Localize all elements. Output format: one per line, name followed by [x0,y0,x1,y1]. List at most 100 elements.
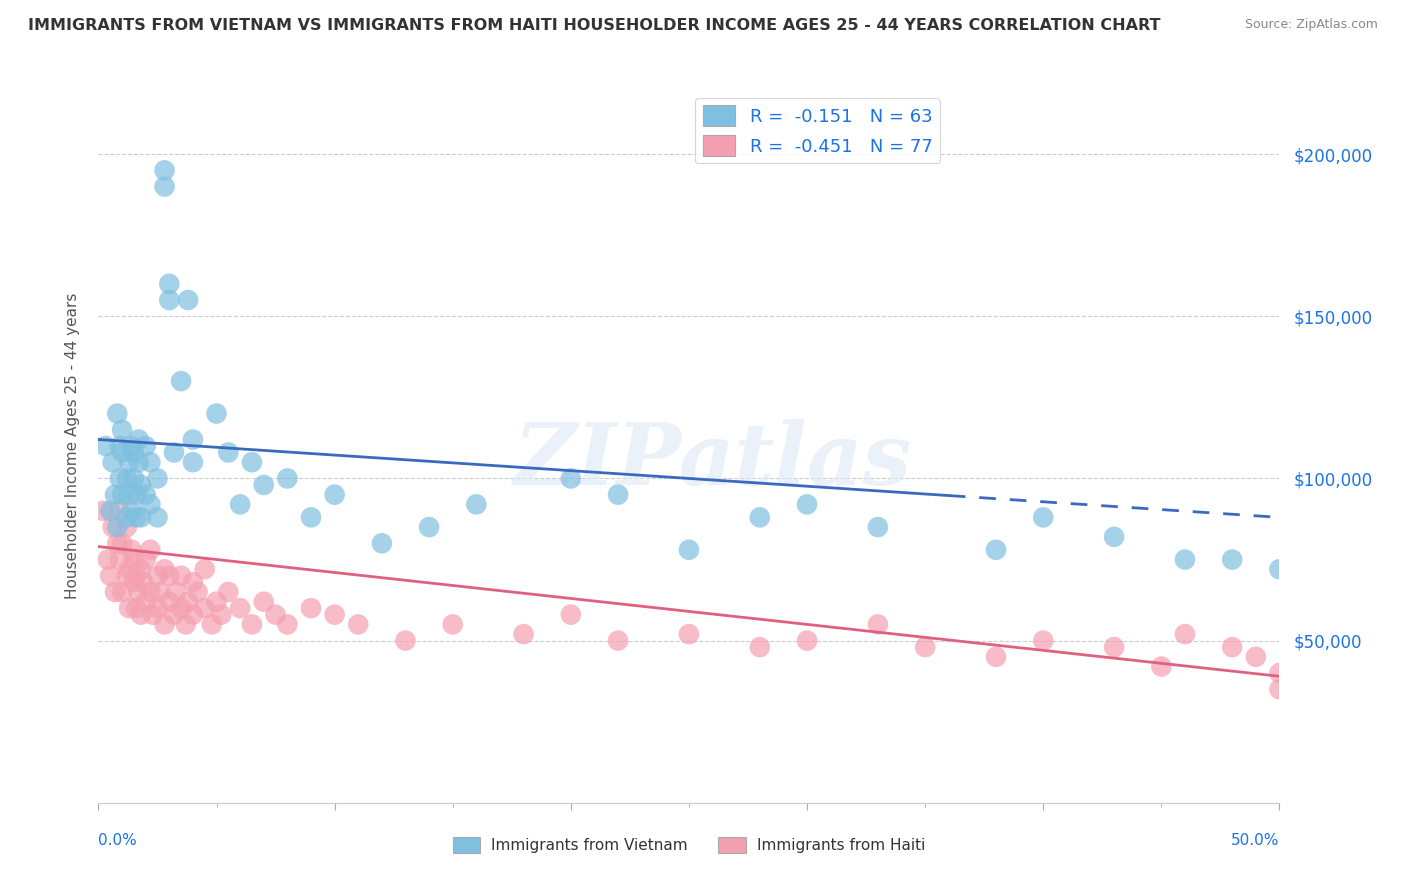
Point [205,407,228,421]
Point [181,455,204,469]
Point [1102,530,1125,544]
Point [153,617,176,632]
Text: 50.0%: 50.0% [1232,833,1279,848]
Point [125,601,148,615]
Point [91,504,114,518]
Point [125,488,148,502]
Point [240,617,263,632]
Point [1220,640,1243,654]
Point [465,497,488,511]
Point [142,607,165,622]
Point [157,595,180,609]
Point [128,585,150,599]
Point [115,568,138,582]
Point [678,542,700,557]
Text: Source: ZipAtlas.com: Source: ZipAtlas.com [1244,18,1378,31]
Point [201,617,224,632]
Point [121,504,143,518]
Point [323,607,346,622]
Point [607,633,630,648]
Point [111,585,134,599]
Point [181,607,204,622]
Point [194,601,217,615]
Point [607,488,630,502]
Point [118,455,141,469]
Point [135,488,157,502]
Point [108,471,131,485]
Point [181,575,204,590]
Point [108,504,131,518]
Point [177,293,200,307]
Point [1102,640,1125,654]
Point [796,497,818,511]
Point [1032,633,1054,648]
Point [264,607,287,622]
Point [163,445,186,459]
Point [1174,627,1197,641]
Point [253,595,276,609]
Point [170,374,193,388]
Point [209,607,232,622]
Point [165,585,187,599]
Legend: Immigrants from Vietnam, Immigrants from Haiti: Immigrants from Vietnam, Immigrants from… [447,831,931,859]
Point [323,488,346,502]
Point [139,497,162,511]
Point [146,510,169,524]
Point [347,617,370,632]
Point [111,536,134,550]
Point [187,585,209,599]
Point [135,595,157,609]
Point [1268,682,1291,697]
Point [115,510,138,524]
Point [984,542,1007,557]
Point [153,562,176,576]
Point [108,552,131,566]
Point [181,433,204,447]
Point [560,471,582,485]
Point [1150,659,1173,673]
Point [108,439,131,453]
Point [217,445,239,459]
Point [796,633,818,648]
Point [104,488,127,502]
Point [111,488,134,502]
Point [512,627,534,641]
Point [118,488,141,502]
Point [105,407,128,421]
Point [157,293,180,307]
Point [299,510,322,524]
Point [139,455,162,469]
Point [1220,552,1243,566]
Point [240,455,263,469]
Point [748,510,770,524]
Point [418,520,440,534]
Point [157,568,180,582]
Point [115,520,138,534]
Point [122,471,145,485]
Point [170,601,193,615]
Point [135,552,157,566]
Point [253,478,276,492]
Point [146,601,169,615]
Point [299,601,322,615]
Point [1244,649,1267,664]
Point [276,471,298,485]
Point [129,562,152,576]
Point [129,607,152,622]
Point [115,471,138,485]
Text: 0.0%: 0.0% [98,833,138,848]
Point [101,455,124,469]
Point [1032,510,1054,524]
Point [128,433,150,447]
Point [118,562,141,576]
Point [560,607,582,622]
Point [748,640,770,654]
Point [105,520,128,534]
Point [163,607,186,622]
Point [125,510,148,524]
Point [153,163,176,178]
Point [129,510,152,524]
Text: IMMIGRANTS FROM VIETNAM VS IMMIGRANTS FROM HAITI HOUSEHOLDER INCOME AGES 25 - 44: IMMIGRANTS FROM VIETNAM VS IMMIGRANTS FR… [28,18,1160,33]
Point [98,504,121,518]
Point [441,617,464,632]
